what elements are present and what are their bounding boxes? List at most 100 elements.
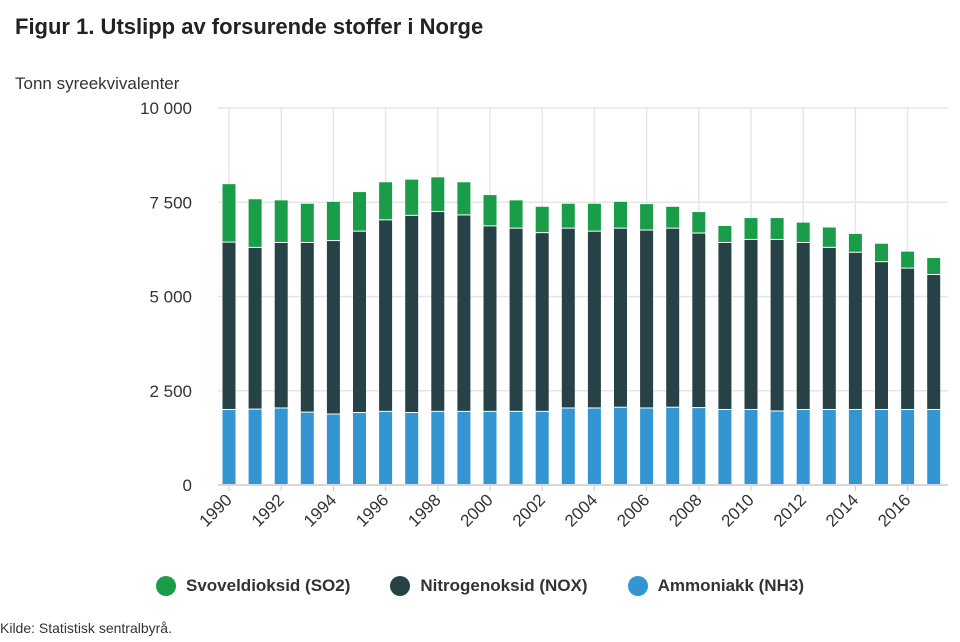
legend-marker-icon (156, 576, 176, 596)
bar-segment-ammoniakk (509, 411, 523, 484)
bar-segment-nitrogenoksid (457, 215, 471, 411)
bar-segment-ammoniakk (535, 411, 549, 484)
legend-marker-icon (627, 576, 648, 596)
bar-segment-nitrogenoksid (796, 242, 810, 409)
x-tick-label: 1994 (300, 490, 340, 530)
bar-segment-svoveldioksid (483, 195, 497, 226)
bar-segment-ammoniakk (796, 409, 810, 484)
bar-segment-nitrogenoksid (901, 268, 915, 409)
y-tick-label: 2 500 (149, 382, 192, 401)
bar-segment-svoveldioksid (353, 192, 366, 231)
bar-segment-ammoniakk (692, 408, 706, 484)
bar-segment-nitrogenoksid (248, 247, 262, 409)
legend-label: Ammoniakk (NH3) (657, 576, 804, 595)
bar-segment-ammoniakk (431, 411, 445, 484)
bar-segment-ammoniakk (483, 411, 497, 484)
bar-segment-svoveldioksid (666, 206, 680, 228)
bar-segment-nitrogenoksid (770, 239, 784, 411)
x-tick-label: 2000 (457, 490, 497, 530)
bar-segment-ammoniakk (274, 408, 288, 484)
bar-segment-svoveldioksid (274, 200, 288, 242)
bar-segment-ammoniakk (718, 409, 732, 484)
bar-segment-svoveldioksid (718, 226, 732, 242)
x-tick-label: 1998 (404, 490, 444, 530)
bar-segment-nitrogenoksid (379, 220, 393, 411)
bar-segment-nitrogenoksid (822, 247, 836, 409)
bar-segment-ammoniakk (326, 414, 340, 484)
bar-segment-nitrogenoksid (744, 239, 758, 409)
legend-item[interactable]: Nitrogenoksid (NOX) (390, 576, 588, 596)
legend-item[interactable]: Ammoniakk (NH3) (627, 576, 804, 596)
bar-segment-ammoniakk (848, 409, 862, 484)
bar-segment-nitrogenoksid (614, 228, 627, 407)
y-tick-label: 5 000 (149, 288, 192, 307)
bar-segment-svoveldioksid (587, 203, 601, 231)
bar-segment-svoveldioksid (875, 243, 888, 262)
bar-segment-ammoniakk (405, 412, 419, 484)
chart-title: Figur 1. Utslipp av forsurende stoffer i… (15, 14, 484, 39)
bar-segment-svoveldioksid (535, 206, 549, 233)
x-tick-label: 2016 (874, 490, 914, 530)
x-tick-label: 2010 (718, 490, 758, 530)
bar-segment-ammoniakk (770, 411, 784, 484)
legend-label: Nitrogenoksid (NOX) (420, 576, 588, 595)
bar-segment-ammoniakk (457, 411, 471, 484)
x-tick-label: 2002 (509, 490, 549, 530)
legend-item[interactable]: Svoveldioksid (SO2) (156, 576, 350, 596)
bar-segment-ammoniakk (875, 409, 888, 484)
y-tick-label: 0 (183, 476, 192, 495)
bar-segment-svoveldioksid (744, 218, 758, 239)
x-tick-label: 1996 (352, 490, 392, 530)
bar-segment-svoveldioksid (848, 233, 862, 252)
bar-segment-nitrogenoksid (326, 241, 340, 414)
bar-segment-ammoniakk (822, 409, 836, 484)
bar-segment-ammoniakk (587, 408, 601, 484)
bar-segment-nitrogenoksid (692, 233, 706, 408)
bar-segment-nitrogenoksid (222, 242, 236, 409)
x-tick-label: 2014 (822, 490, 862, 530)
x-tick-label: 1992 (248, 490, 288, 530)
bar-segment-svoveldioksid (326, 201, 340, 241)
bar-segment-nitrogenoksid (640, 230, 654, 408)
bar-segment-nitrogenoksid (431, 212, 445, 411)
bar-segment-svoveldioksid (614, 201, 627, 228)
legend: Svoveldioksid (SO2) Nitrogenoksid (NOX) Am… (0, 576, 960, 596)
bar-segment-svoveldioksid (222, 184, 236, 242)
bar-segment-svoveldioksid (796, 222, 810, 242)
bar-segment-nitrogenoksid (509, 228, 523, 411)
x-tick-label: 1990 (196, 490, 236, 530)
bar-segment-ammoniakk (927, 409, 941, 484)
y-tick-label: 7 500 (149, 193, 192, 212)
bar-segment-nitrogenoksid (927, 275, 941, 409)
bar-segment-ammoniakk (561, 408, 575, 484)
x-tick-label: 2004 (561, 490, 601, 530)
bar-segment-svoveldioksid (822, 227, 836, 247)
bar-segment-svoveldioksid (692, 212, 706, 233)
bar-segment-svoveldioksid (248, 199, 262, 247)
bar-segment-ammoniakk (379, 411, 393, 484)
bar-segment-nitrogenoksid (274, 242, 288, 408)
x-tick-label: 2008 (665, 490, 705, 530)
bar-segment-ammoniakk (300, 412, 314, 484)
legend-label: Svoveldioksid (SO2) (186, 576, 351, 595)
bar-segment-nitrogenoksid (718, 242, 732, 409)
bar-segment-ammoniakk (901, 409, 915, 484)
bar-segment-svoveldioksid (770, 218, 784, 239)
bar-segment-nitrogenoksid (405, 215, 419, 412)
bar-segment-svoveldioksid (509, 200, 523, 228)
bar-segment-svoveldioksid (640, 204, 654, 230)
bar-segment-ammoniakk (353, 412, 366, 484)
bar-segment-nitrogenoksid (875, 262, 888, 409)
bar-segment-nitrogenoksid (848, 252, 862, 409)
bar-segment-ammoniakk (666, 407, 680, 484)
bar-segment-svoveldioksid (901, 251, 915, 268)
stacked-bar-chart: 0 2 500 5 000 7 500 10 000 1990 1992 1994 1996 19… (140, 99, 948, 531)
source-note: Kilde: Statistisk sentralbyrå. (0, 620, 172, 636)
bar-segment-svoveldioksid (457, 182, 471, 215)
x-tick-label: 2006 (613, 490, 653, 530)
bar-segment-svoveldioksid (405, 179, 419, 215)
bar-segment-nitrogenoksid (561, 228, 575, 408)
bar-segment-svoveldioksid (561, 203, 575, 228)
bar-segment-nitrogenoksid (535, 233, 549, 411)
